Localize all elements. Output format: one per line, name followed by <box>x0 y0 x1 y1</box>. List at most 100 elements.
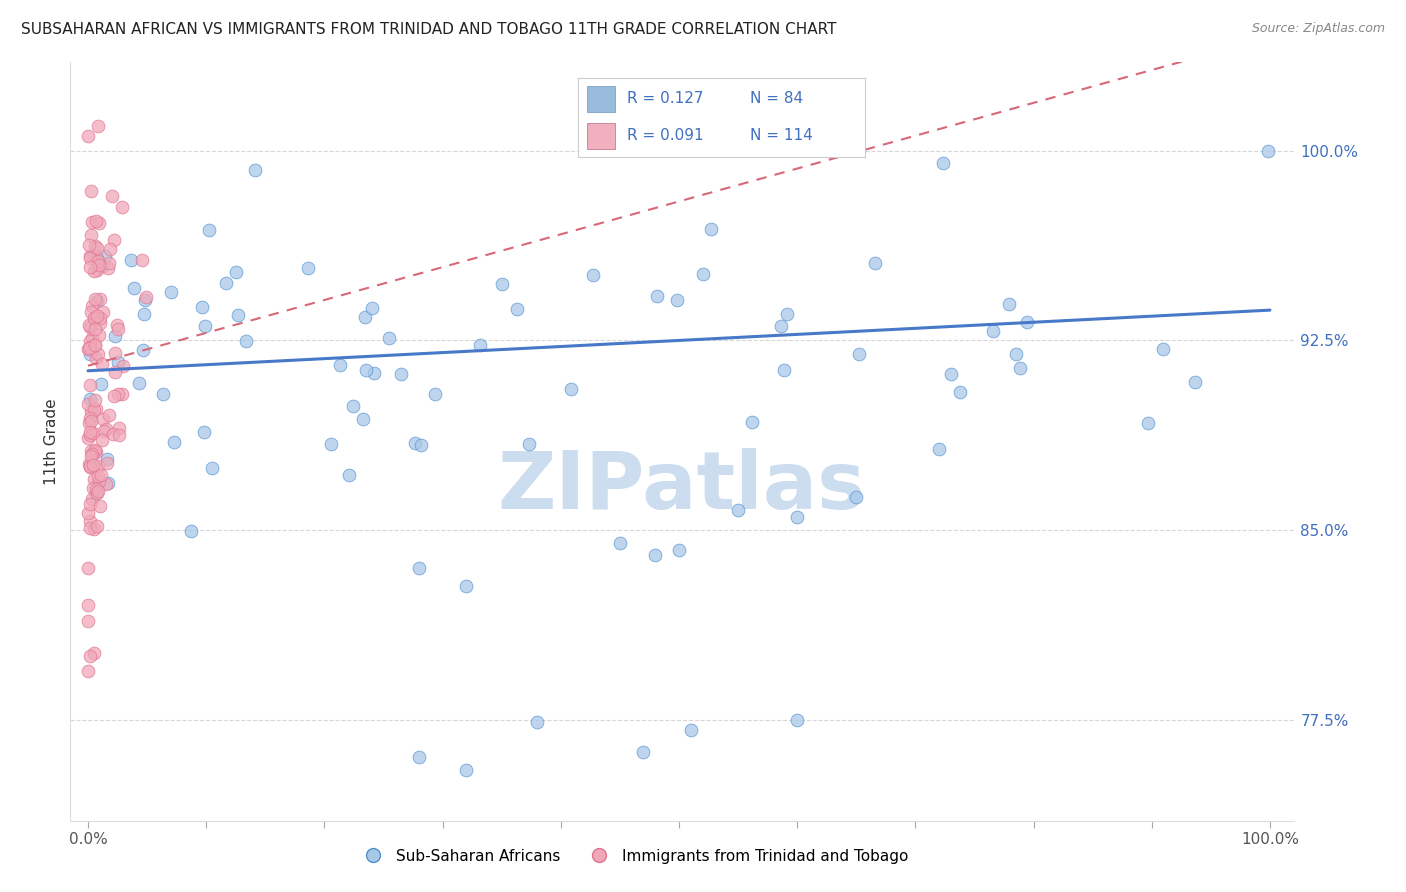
Point <box>1153 342 1175 356</box>
Point <box>235 334 257 348</box>
Point <box>79 378 101 392</box>
Point <box>96 422 118 436</box>
Point <box>79 427 101 442</box>
Point <box>134 293 156 308</box>
Point <box>105 318 128 332</box>
Point <box>79 514 101 528</box>
Point <box>98 243 121 257</box>
Point <box>194 318 217 333</box>
Point <box>77 237 100 252</box>
Point <box>939 367 962 381</box>
Point <box>79 392 101 406</box>
Point <box>425 387 447 401</box>
Point <box>86 251 108 265</box>
Point <box>79 458 101 473</box>
Point <box>87 474 110 488</box>
Point <box>87 468 110 483</box>
Point <box>97 476 120 491</box>
Point <box>932 156 955 170</box>
Point <box>131 253 153 268</box>
Point <box>77 431 100 445</box>
Point <box>107 355 129 369</box>
Point <box>108 428 131 442</box>
Point <box>132 343 155 357</box>
Point <box>82 215 104 229</box>
Point <box>89 311 111 326</box>
Point <box>77 342 100 356</box>
Point <box>86 293 108 308</box>
Point <box>928 442 950 457</box>
Point <box>107 322 129 336</box>
Point <box>354 310 377 324</box>
Point <box>120 253 142 268</box>
Y-axis label: 11th Grade: 11th Grade <box>44 398 59 485</box>
Point <box>1257 144 1279 158</box>
Point <box>389 368 412 382</box>
Point <box>633 745 655 759</box>
Point <box>769 318 792 333</box>
Point <box>328 358 350 372</box>
Point <box>80 331 103 345</box>
Point <box>506 302 529 317</box>
Point <box>1184 375 1206 389</box>
Point <box>103 329 125 343</box>
Point <box>94 476 117 491</box>
Point <box>82 447 104 461</box>
Point <box>90 468 112 483</box>
Point <box>82 426 104 441</box>
Point <box>191 300 214 314</box>
Point <box>342 399 364 413</box>
Point <box>319 437 342 451</box>
Point <box>83 442 105 457</box>
Point <box>84 444 107 458</box>
Point <box>83 292 105 306</box>
Point <box>79 347 101 361</box>
Point <box>79 404 101 418</box>
Point <box>104 366 127 380</box>
Point <box>84 351 107 365</box>
Point <box>80 413 103 427</box>
Point <box>79 251 101 265</box>
Point <box>981 324 1004 338</box>
Point <box>90 357 112 371</box>
Point <box>89 259 111 273</box>
Point <box>91 434 114 448</box>
Point <box>1010 360 1032 375</box>
Point <box>645 289 668 303</box>
Point <box>86 485 108 500</box>
Point <box>79 320 101 334</box>
Point <box>83 310 105 325</box>
Point <box>84 402 107 417</box>
Point <box>77 615 100 629</box>
Point <box>89 499 111 513</box>
Point <box>111 386 134 401</box>
Point <box>77 664 100 678</box>
Point <box>848 347 870 361</box>
Point <box>79 648 101 663</box>
Point <box>89 216 111 230</box>
Point <box>77 561 100 575</box>
Point <box>865 256 887 270</box>
Point <box>700 222 723 236</box>
Point <box>87 119 110 133</box>
Point <box>77 318 100 332</box>
Point <box>80 449 103 463</box>
Point <box>83 264 105 278</box>
Point <box>86 263 108 277</box>
Point <box>101 426 124 441</box>
Point <box>582 268 605 282</box>
Point <box>107 387 129 401</box>
Point <box>86 310 108 324</box>
Text: Source: ZipAtlas.com: Source: ZipAtlas.com <box>1251 22 1385 36</box>
Point <box>97 260 120 275</box>
Point <box>741 415 763 429</box>
Point <box>89 316 111 330</box>
Point <box>560 382 582 396</box>
Point <box>163 434 186 449</box>
Point <box>408 750 430 764</box>
Point <box>1005 347 1028 361</box>
Point <box>225 265 247 279</box>
Point <box>1136 417 1159 431</box>
Point <box>193 425 215 439</box>
Point <box>408 561 430 575</box>
